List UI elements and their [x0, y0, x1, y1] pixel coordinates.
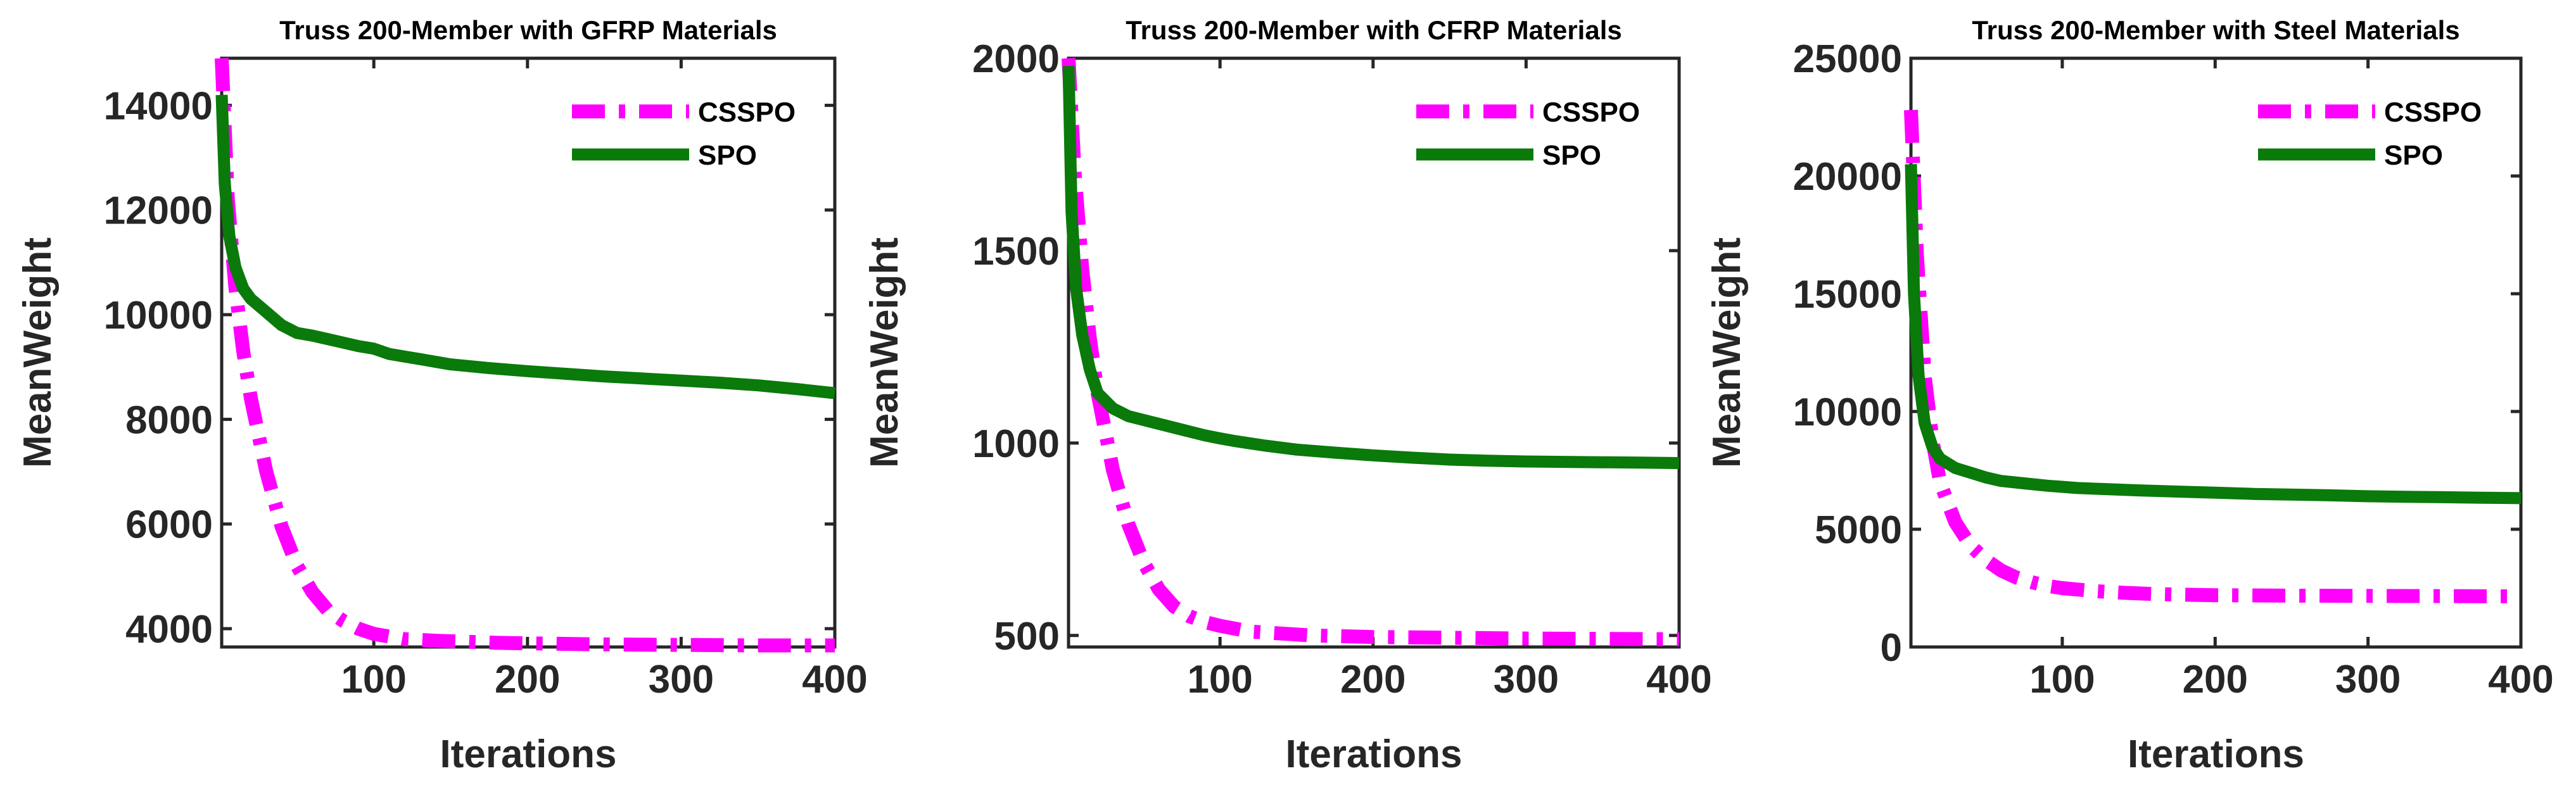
x-tick-label: 400 — [802, 658, 867, 701]
y-axis-ticks: 4000 6000 8000 10000 12000 14000 — [104, 84, 835, 651]
x-axis-ticks: 100 200 300 400 — [2029, 58, 2554, 701]
legend: CSSPO SPO — [2258, 97, 2482, 171]
chart-panel-steel: Truss 200-Member with Steel Materials 10… — [1705, 15, 2554, 776]
legend-label-spo: SPO — [1542, 140, 1601, 171]
series-layer — [1904, 110, 2522, 603]
x-tick-label: 200 — [495, 658, 560, 701]
y-tick-label: 15000 — [1793, 273, 1902, 317]
y-tick-label: 5000 — [1815, 508, 1902, 552]
y-tick-label: 0 — [1881, 626, 1902, 670]
chart-title: Truss 200-Member with CFRP Materials — [1126, 15, 1621, 45]
y-tick-label: 12000 — [104, 189, 213, 233]
x-axis-label: Iterations — [1285, 732, 1462, 776]
chart-panel-gfrp: Truss 200-Member with GFRP Materials 100… — [16, 15, 868, 776]
x-tick-label: 100 — [2029, 658, 2095, 701]
x-tick-label: 300 — [2335, 658, 2401, 701]
y-tick-label: 8000 — [125, 398, 213, 442]
legend-label-csspo: CSSPO — [2384, 97, 2482, 128]
x-axis-label: Iterations — [440, 732, 616, 776]
legend-label-spo: SPO — [698, 140, 757, 171]
y-axis-ticks: 0 5000 10000 15000 20000 25000 — [1793, 37, 2521, 670]
y-tick-label: 1000 — [972, 422, 1060, 466]
plot-frame — [1909, 56, 2523, 649]
chart-title: Truss 200-Member with GFRP Materials — [279, 15, 777, 45]
y-tick-label: 6000 — [125, 503, 213, 547]
legend-label-csspo: CSSPO — [1542, 97, 1640, 128]
y-tick-label: 1500 — [972, 230, 1060, 273]
chart-panel-cfrp: Truss 200-Member with CFRP Materials 100… — [863, 15, 1712, 776]
legend: CSSPO SPO — [1416, 97, 1640, 171]
series-layer — [215, 58, 836, 653]
x-tick-label: 400 — [2488, 658, 2553, 701]
y-axis-label: MeanWeight — [863, 237, 906, 468]
plot-frame — [220, 56, 837, 649]
series-line-spo — [1062, 66, 1680, 469]
series-layer — [1062, 58, 1680, 646]
x-axis-label: Iterations — [2128, 732, 2304, 776]
chart-title: Truss 200-Member with Steel Materials — [1972, 15, 2459, 45]
y-tick-label: 500 — [994, 615, 1060, 658]
y-axis-ticks: 500 1000 1500 2000 — [972, 37, 1679, 658]
x-axis-ticks: 100 200 300 400 — [1187, 58, 1712, 701]
y-tick-label: 2000 — [972, 37, 1060, 81]
x-tick-label: 300 — [649, 658, 714, 701]
legend-label-csspo: CSSPO — [698, 97, 796, 128]
x-tick-label: 100 — [341, 658, 406, 701]
x-tick-label: 200 — [1340, 658, 1405, 701]
x-tick-label: 100 — [1187, 658, 1252, 701]
x-axis-ticks: 100 200 300 400 — [341, 58, 868, 701]
y-tick-label: 25000 — [1793, 37, 1902, 81]
y-axis-label: MeanWeight — [1705, 237, 1749, 468]
y-tick-label: 14000 — [104, 84, 213, 128]
y-axis-label: MeanWeight — [16, 237, 60, 468]
legend: CSSPO SPO — [572, 97, 796, 171]
y-tick-label: 4000 — [125, 608, 213, 651]
series-line-csspo — [1062, 58, 1680, 646]
plot-frame — [1067, 56, 1681, 649]
legend-label-spo: SPO — [2384, 140, 2443, 171]
series-line-spo — [215, 94, 836, 399]
series-line-spo — [1905, 164, 2522, 505]
y-tick-label: 10000 — [104, 294, 213, 337]
x-tick-label: 200 — [2183, 658, 2248, 701]
series-line-csspo — [215, 58, 835, 653]
y-tick-label: 10000 — [1793, 391, 1902, 434]
y-tick-label: 20000 — [1793, 155, 1902, 199]
x-tick-label: 400 — [1646, 658, 1711, 701]
x-tick-label: 300 — [1494, 658, 1559, 701]
